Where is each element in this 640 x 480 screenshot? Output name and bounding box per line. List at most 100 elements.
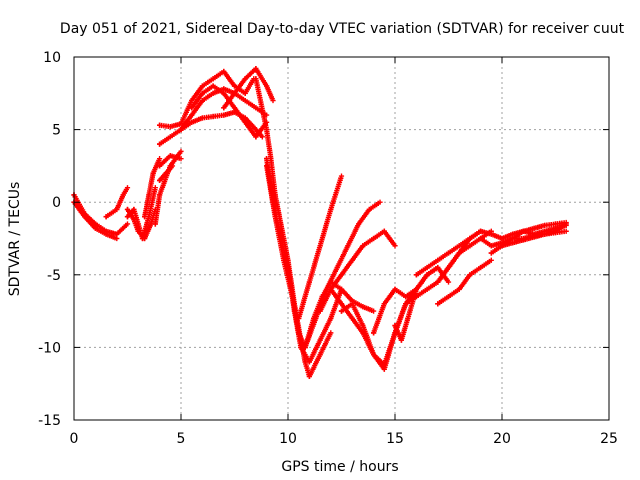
data-point [178,156,184,162]
data-point [259,134,265,140]
data-point [349,257,355,263]
data-point [189,105,195,111]
data-point [189,119,195,125]
data-point [253,127,259,133]
data-point [253,76,259,82]
data-point [435,264,441,271]
data-point [152,221,158,227]
data-point [338,286,345,292]
series-arc-27 [435,257,494,307]
data-point [231,105,238,111]
data-point [131,217,137,223]
y-tick-label: 10 [43,50,61,66]
x-tick-label: 10 [279,431,297,447]
series-arc-32 [499,228,569,249]
data-point [199,90,205,96]
data-point [231,83,238,89]
data-point [445,293,452,300]
data-point [520,228,526,234]
data-point [157,122,163,128]
data-point [413,293,419,300]
data-point [445,250,452,256]
data-point [381,362,387,368]
data-point [264,156,270,162]
y-axis-label: SDTVAR / TECUs [7,182,23,297]
data-point [167,153,173,159]
data-point [317,337,323,343]
data-point [167,134,173,140]
data-point [157,177,163,184]
data-point [317,243,323,249]
data-point [306,279,312,285]
data-point [488,231,494,237]
data-point [114,231,120,237]
data-point [114,206,120,213]
data-point [120,192,126,198]
data-point [478,235,484,242]
data-point [210,76,216,82]
data-point [381,301,387,307]
data-point [467,235,473,242]
data-point [552,230,559,236]
data-point [242,76,248,82]
data-point [334,264,340,271]
data-point [289,293,295,300]
data-point [242,97,248,104]
data-point [221,68,227,75]
data-point [424,272,430,278]
data-point [210,83,216,89]
data-point [146,192,152,198]
data-point [542,222,548,229]
data-point [392,323,398,329]
data-point [366,206,372,213]
data-point [445,279,452,285]
data-point [467,272,473,278]
data-point [328,330,334,336]
data-point [371,330,377,336]
data-point [253,134,259,140]
series-arc-8 [157,153,184,169]
data-point [221,86,227,92]
data-point [424,286,430,292]
data-point [510,235,516,242]
data-point [152,185,158,191]
data-point [150,170,156,176]
data-point [488,243,494,249]
data-point [135,228,141,234]
data-point [371,308,377,314]
data-point [189,97,195,104]
data-point [253,105,259,111]
data-point [435,301,441,307]
data-point [338,301,345,307]
data-point [114,235,120,242]
data-point [377,199,383,205]
data-point [328,286,334,292]
data-point [360,243,366,249]
data-point [103,231,109,237]
data-point [92,225,98,231]
axis-ticks: 0 5 10 15 20 25 -15 -10 -5 0 5 10 [38,50,618,447]
data-point [221,112,227,118]
data-point [270,97,276,104]
data-point [157,192,163,198]
series-arc-3 [103,185,131,220]
data-point [338,308,345,314]
data-point [563,228,569,234]
data-point [435,257,441,263]
data-point [392,243,398,249]
data-point [231,90,238,96]
x-tick-label: 20 [493,431,511,447]
data-point [317,352,323,358]
data-point [488,257,494,263]
data-point [478,228,484,234]
data-point [413,286,419,292]
data-series [71,66,569,380]
data-point [178,121,184,127]
y-tick-label: 5 [52,123,61,139]
y-tick-label: -5 [47,268,61,284]
x-tick-label: 0 [70,431,79,447]
data-point [189,112,195,118]
data-point [499,243,505,249]
y-tick-label: -10 [38,340,61,356]
